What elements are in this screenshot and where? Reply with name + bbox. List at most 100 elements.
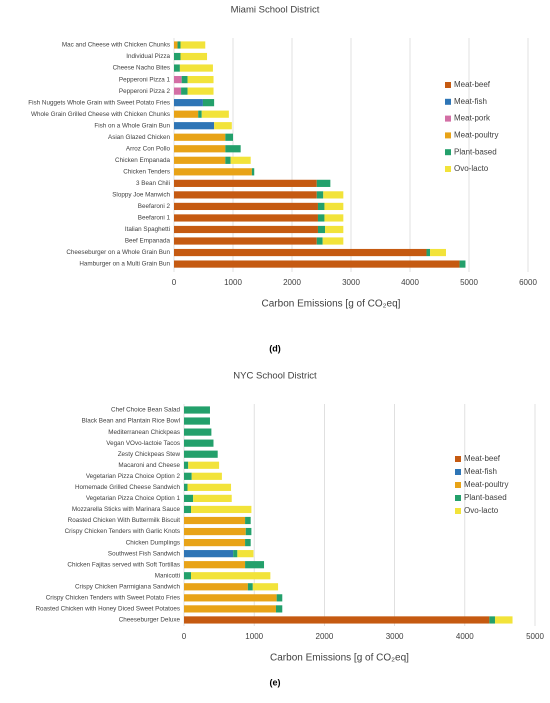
category-label: Roasted Chicken with Honey Diced Sweet P… — [35, 606, 180, 613]
category-label: Fish on a Whole Grain Bun — [94, 122, 170, 129]
bar-segment — [316, 237, 323, 245]
category-label: Homemade Grilled Cheese Sandwich — [75, 484, 180, 491]
category-label: Chicken Empanada — [115, 157, 170, 164]
bar-segment — [193, 494, 232, 502]
x-tick-label: 1000 — [224, 278, 242, 287]
category-label: Beef Empanada — [125, 238, 171, 245]
bar-segment — [202, 99, 215, 107]
bar-segment — [230, 156, 251, 164]
legend-label: Plant-based — [464, 493, 507, 502]
bar-segment — [324, 202, 344, 211]
bar-segment — [276, 594, 283, 602]
bar-segment — [184, 472, 192, 480]
bar-segment — [180, 41, 206, 49]
legend-label: Meat-fish — [464, 467, 497, 476]
legend-swatch — [455, 482, 461, 488]
bar-segment — [184, 616, 490, 624]
bar-segment — [233, 550, 238, 558]
bar-segment — [174, 145, 226, 153]
bar-segment — [317, 202, 325, 211]
bar-segment — [245, 527, 252, 536]
category-label: Mac and Cheese with Chicken Chunks — [62, 42, 170, 49]
bar-segment — [174, 41, 178, 49]
bar-segment — [174, 75, 182, 84]
bar-segment — [322, 237, 344, 245]
bar-segment — [174, 168, 252, 176]
bar-segment — [184, 561, 246, 569]
category-label: Crispy Chicken Tenders with Garlic Knots — [65, 528, 180, 535]
chart-title: Miami School District — [231, 5, 320, 16]
category-label: Vegetarian Pizza Choice Option 1 — [86, 495, 181, 502]
bar-segment — [184, 483, 188, 491]
bar-segment — [187, 483, 232, 491]
legend-label: Ovo-lacto — [464, 506, 499, 515]
legend-label: Plant-based — [454, 147, 497, 156]
x-axis-title: Carbon Emissions [g of CO₂eq] — [270, 653, 409, 664]
x-axis-title: Carbon Emissions [g of CO₂eq] — [262, 299, 401, 310]
category-label: Vegan VOvo-lactoie Tacos — [106, 440, 180, 447]
bar-segment — [324, 214, 344, 222]
legend-swatch — [445, 98, 451, 105]
legend-swatch — [455, 469, 461, 475]
legend-swatch — [445, 166, 451, 172]
bar-segment — [174, 179, 317, 187]
bar-segment — [489, 616, 495, 624]
bar-segment — [181, 75, 188, 84]
bar-segment — [494, 616, 513, 624]
category-label: Beefaroni 1 — [138, 215, 171, 222]
category-label: Cheese Nacho Bites — [113, 65, 170, 72]
bar-segment — [179, 64, 213, 72]
bar-segment — [198, 110, 202, 118]
bar-segment — [191, 505, 252, 514]
legend-swatch — [445, 82, 451, 88]
bar-segment — [174, 99, 203, 107]
bar-segment — [174, 87, 182, 95]
bar-segment — [188, 461, 220, 469]
bar-segment — [184, 583, 248, 591]
category-label: Crispy Chicken Parmigiana Sandwich — [75, 583, 180, 590]
x-tick-label: 2000 — [316, 632, 334, 641]
category-label: Cheeseburger on a Whole Grain Bun — [66, 249, 170, 256]
bar-segment — [184, 605, 276, 613]
bar-segment — [252, 583, 279, 591]
bar-segment — [201, 110, 229, 118]
bar-segment — [174, 64, 180, 72]
category-label: Mozzarella Sticks with Marinara Sauce — [72, 506, 181, 513]
legend-label: Meat-beef — [454, 80, 491, 89]
bar-segment — [316, 191, 324, 199]
bar-segment — [275, 605, 283, 613]
bar-segment — [184, 439, 214, 447]
category-label: Whole Grain Grilled Cheese with Chicken … — [31, 111, 170, 118]
chart-title: NYC School District — [233, 371, 317, 382]
bar-segment — [251, 168, 255, 176]
category-label: Crispy Chicken Tenders with Sweet Potato… — [46, 595, 180, 602]
bar-segment — [316, 179, 331, 187]
category-label: Pepperoni Pizza 2 — [119, 88, 171, 95]
legend-swatch — [445, 115, 451, 122]
bar-segment — [181, 87, 188, 95]
bar-segment — [184, 461, 189, 469]
x-tick-label: 0 — [172, 278, 177, 287]
category-label: Chef Choice Bean Salad — [111, 407, 180, 414]
bar-segment — [323, 191, 344, 199]
bar-segment — [177, 41, 181, 49]
category-label: Cheeseburger Deluxe — [119, 617, 181, 624]
category-label: Manicotti — [155, 572, 180, 579]
legend-label: Meat-beef — [464, 454, 501, 463]
category-label: Beefaroni 2 — [138, 203, 171, 210]
category-label: Roasted Chicken With Buttermilk Biscuit — [68, 517, 181, 524]
bar-segment — [237, 550, 254, 558]
legend-label: Meat-poultry — [464, 480, 508, 489]
bar-segment — [430, 248, 446, 257]
panel-label: (d) — [269, 343, 281, 353]
x-tick-label: 4000 — [401, 278, 419, 287]
bar-segment — [184, 594, 277, 602]
bar-segment — [187, 75, 214, 84]
bar-segment — [245, 561, 265, 569]
bar-segment — [184, 550, 234, 558]
category-label: Black Bean and Plantain Rice Bowl — [82, 418, 180, 425]
bar-segment — [225, 133, 233, 141]
x-tick-label: 6000 — [519, 278, 537, 287]
category-label: Chicken Dumplings — [126, 539, 180, 546]
bar-segment — [174, 52, 181, 61]
